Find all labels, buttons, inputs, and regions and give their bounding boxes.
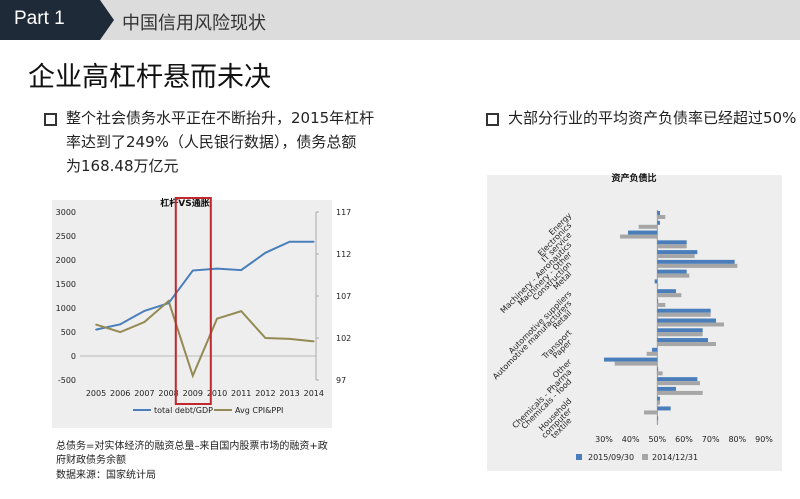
bullet-left-line: 率达到了249%（人民银行数据），债务总额 [66, 133, 357, 151]
data-source: 数据来源：国家统计局 [56, 470, 156, 481]
bullet-left: 整个社会债务水平正在不断抬升，2015年杠杆 率达到了249%（人民银行数据），… [66, 106, 374, 178]
bullet-left-line: 为168.48万亿元 [66, 157, 179, 175]
page-title: 企业高杠杆悬而未决 [28, 62, 271, 93]
bullet-left-line: 整个社会债务水平正在不断抬升，2015年杠杆 [66, 109, 375, 127]
note-line: 总债务=对实体经济的融资总量–来自国内股票市场的融资+政 [56, 441, 328, 452]
bullet-square-icon [44, 113, 57, 126]
y-right-tick-label: 107 [336, 292, 351, 301]
part-tag: Part 1 [0, 0, 114, 40]
note-line: 府财政债务余额 [56, 455, 126, 466]
y-right-tick-label: 97 [336, 376, 346, 385]
bullet-right: 大部分行业的平均资产负债率已经超过50% [508, 109, 797, 127]
chart-panel-right [487, 175, 782, 471]
bullet-square-icon [486, 113, 499, 126]
y-right-tick-label: 112 [336, 250, 351, 259]
part-label: Part 1 [14, 8, 65, 29]
chart-panel-left [52, 200, 332, 428]
y-right-tick-label: 117 [336, 208, 351, 217]
header-bar: Part 1 中国信用风险现状 [0, 0, 800, 40]
y-right-tick-label: 102 [336, 334, 351, 343]
section-title: 中国信用风险现状 [122, 13, 266, 34]
